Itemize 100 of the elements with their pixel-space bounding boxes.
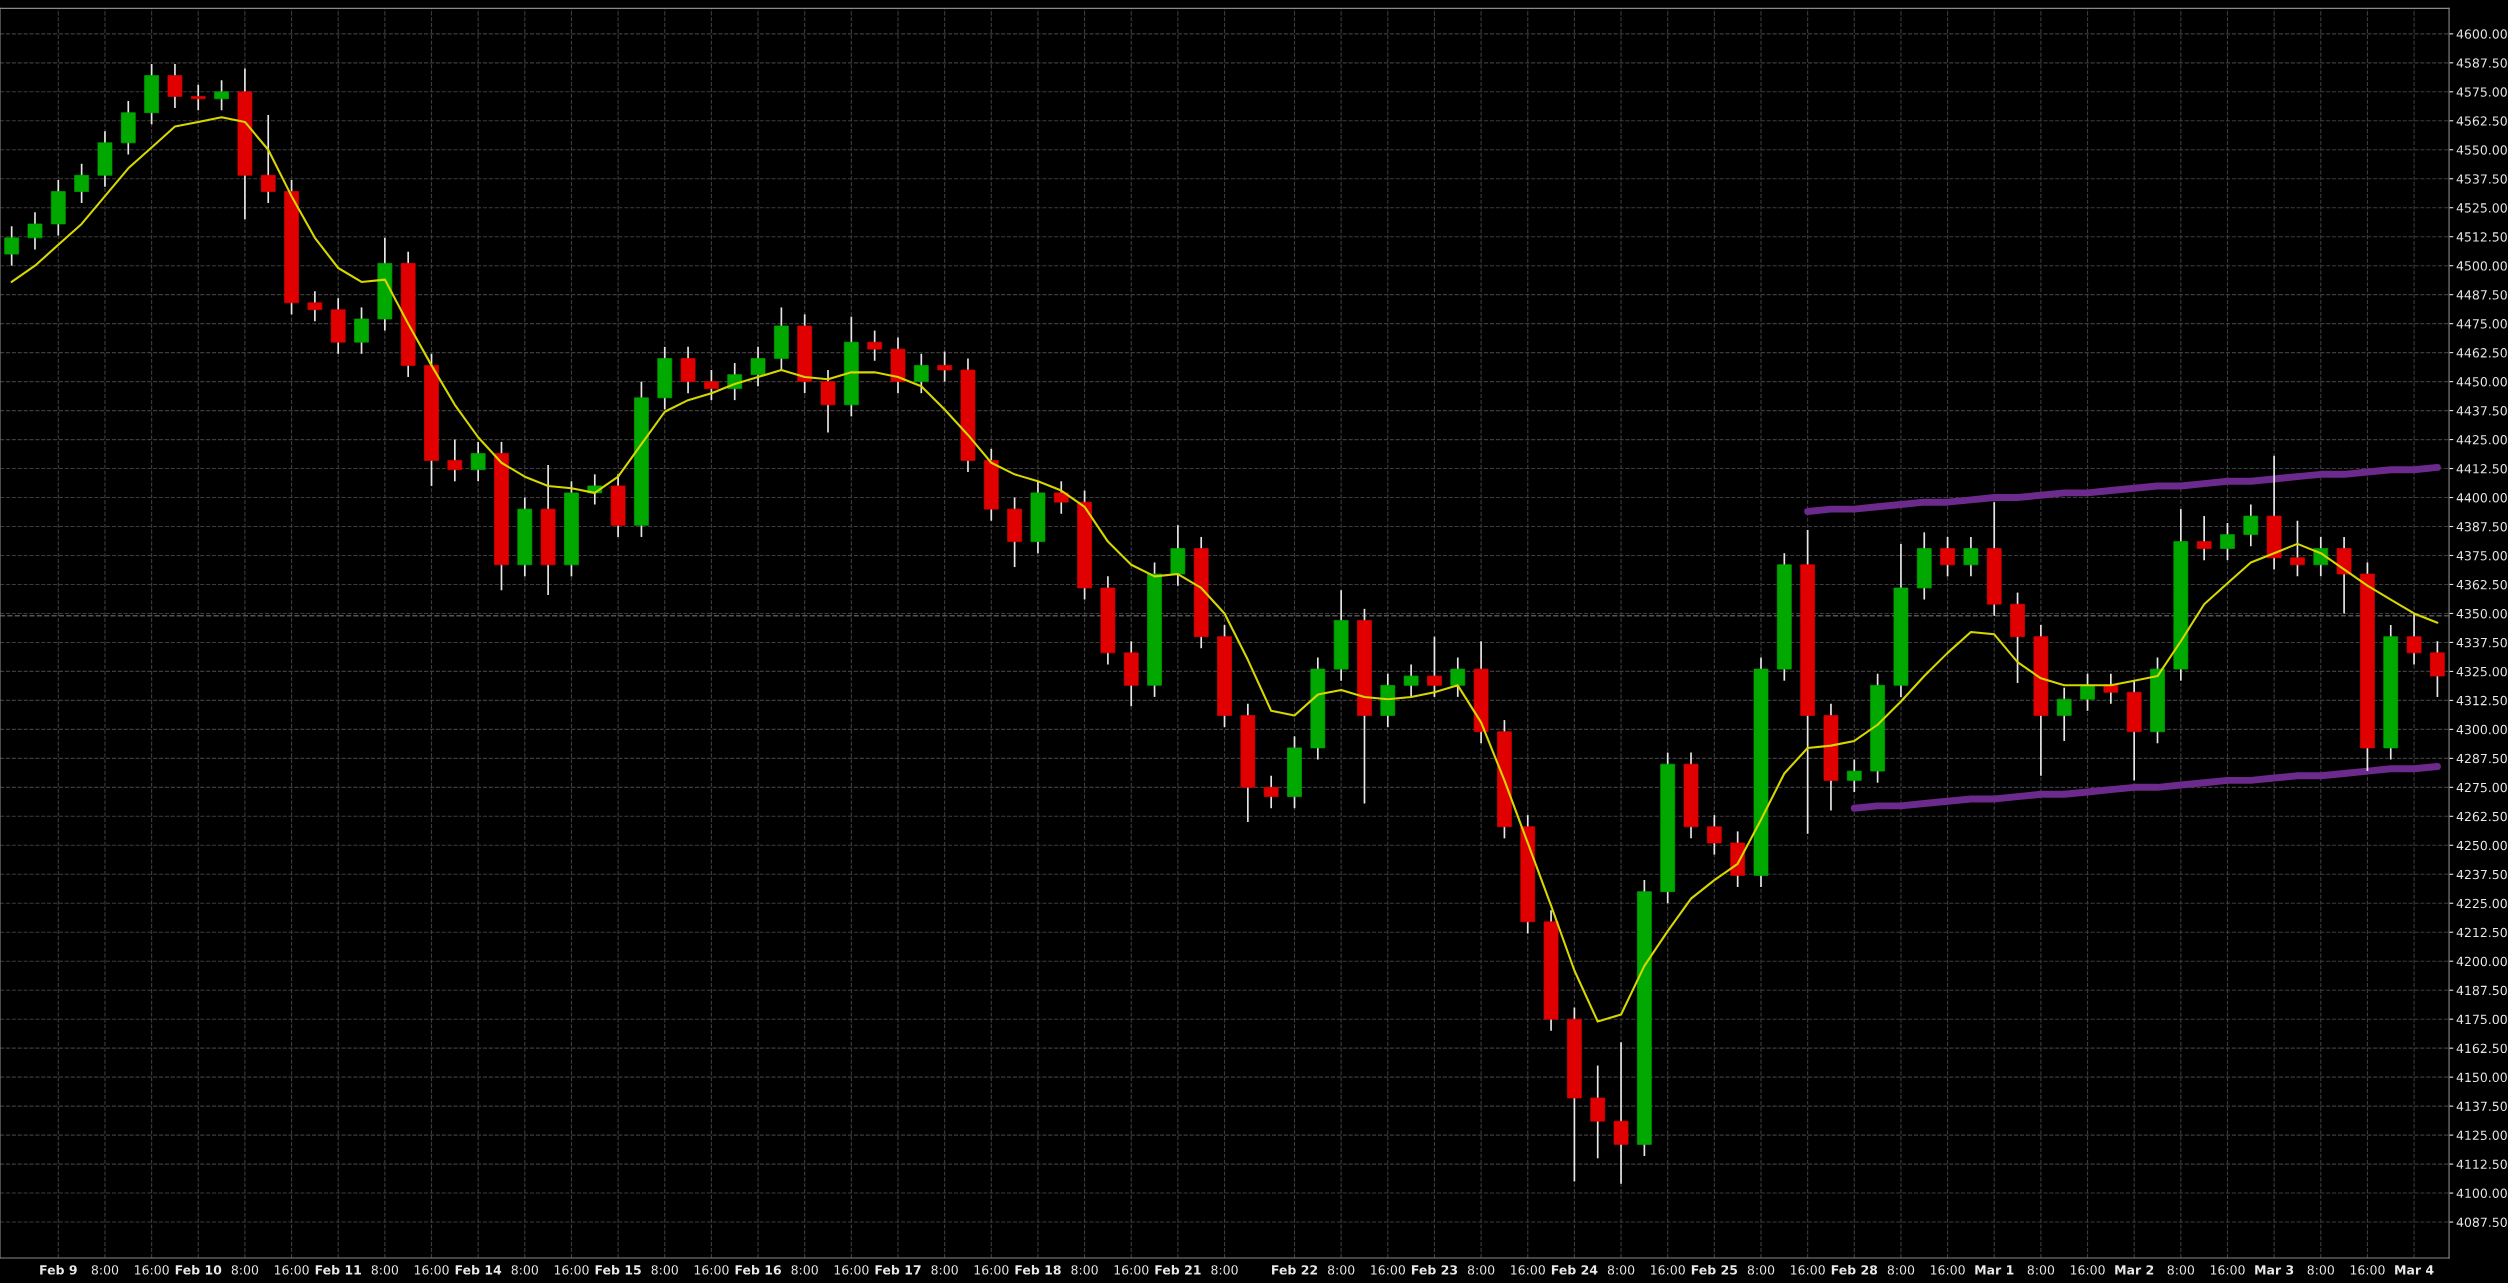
candlestick — [214, 79, 229, 112]
candlestick — [1963, 536, 1979, 578]
x-tick-label: Feb 10 — [175, 1264, 222, 1275]
y-tick-label: 4325.00 — [2456, 666, 2507, 677]
y-tick-label: 4250.00 — [2456, 840, 2507, 851]
candlestick — [1053, 480, 1069, 515]
y-tick-label: 4437.50 — [2456, 406, 2507, 416]
x-tick-label: 8:00 — [1887, 1265, 1915, 1275]
candlestick — [1846, 758, 1862, 793]
candlestick — [2080, 672, 2095, 712]
x-tick-label: Mar 1 — [1975, 1265, 2014, 1275]
x-tick-label: Mar 3 — [2255, 1265, 2294, 1275]
y-tick-label: 4587.50 — [2456, 58, 2507, 68]
y-tick-label: 4537.50 — [2456, 174, 2507, 184]
y-tick-label: 4462.50 — [2456, 348, 2507, 358]
candlestick — [307, 290, 323, 323]
x-tick-label: Feb 28 — [1831, 1264, 1878, 1275]
x-tick-label: 8:00 — [2307, 1265, 2334, 1275]
candlestick — [1263, 774, 1279, 810]
x-tick-label: 16:00 — [694, 1265, 729, 1275]
x-tick-label: 8:00 — [511, 1265, 538, 1275]
candlestick — [260, 114, 276, 204]
x-tick-label: 16:00 — [1114, 1265, 1149, 1275]
y-tick-label: 4512.50 — [2456, 232, 2507, 242]
y-tick-label: 4350.00 — [2456, 608, 2507, 619]
y-tick-label: 4475.00 — [2456, 319, 2507, 329]
y-tick-label: 4112.50 — [2456, 1159, 2507, 1170]
y-tick-label: 4125.00 — [2456, 1130, 2507, 1141]
x-tick-label: 16:00 — [834, 1265, 869, 1275]
y-tick-label: 4312.50 — [2456, 695, 2507, 706]
candlestick — [1427, 635, 1442, 698]
x-tick-label: 8:00 — [1607, 1265, 1635, 1275]
x-tick-label: Feb 21 — [1155, 1264, 1201, 1275]
y-tick-label: 4087.50 — [2456, 1217, 2507, 1227]
x-tick-label: 16:00 — [134, 1265, 169, 1275]
x-tick-label: 8:00 — [1211, 1265, 1238, 1275]
x-tick-label: 8:00 — [2167, 1265, 2195, 1275]
candlestick — [2406, 612, 2422, 666]
y-tick-label: 4450.00 — [2456, 377, 2507, 387]
x-tick-label: 8:00 — [91, 1265, 119, 1275]
x-tick-label: 8:00 — [231, 1265, 259, 1275]
candlestick — [1403, 663, 1419, 698]
candlestick — [1940, 536, 1955, 578]
candlestick — [867, 329, 883, 362]
candlestick — [167, 63, 183, 109]
candlestick — [2243, 503, 2259, 548]
x-tick-label: 8:00 — [931, 1265, 958, 1275]
x-tick-label: Feb 11 — [315, 1264, 361, 1275]
y-tick-label: 4287.50 — [2456, 753, 2507, 764]
candlestick — [447, 438, 463, 483]
x-tick-label: 8:00 — [1071, 1265, 1098, 1275]
x-tick-label: 16:00 — [2350, 1265, 2385, 1275]
x-tick-label: 16:00 — [414, 1265, 449, 1275]
y-tick-label: 4550.00 — [2456, 145, 2507, 155]
x-tick-label: 16:00 — [974, 1265, 1009, 1275]
x-tick-label: 16:00 — [1791, 1265, 1825, 1275]
y-tick-label: 4100.00 — [2456, 1188, 2507, 1198]
x-tick-label: Feb 24 — [1551, 1264, 1598, 1275]
candlestick — [1590, 1064, 1606, 1160]
y-tick-label: 4225.00 — [2456, 898, 2507, 909]
line-series — [10, 116, 2439, 1023]
y-tick-label: 4187.50 — [2456, 985, 2507, 996]
x-tick-label: 16:00 — [274, 1265, 309, 1275]
x-tick-label: 16:00 — [1371, 1265, 1405, 1275]
x-tick-label: Feb 9 — [40, 1264, 77, 1275]
x-tick-label: Mar 2 — [2115, 1265, 2154, 1275]
y-tick-label: 4262.50 — [2456, 811, 2507, 822]
y-tick-label: 4575.00 — [2456, 87, 2507, 97]
candlestick — [937, 350, 952, 383]
y-tick-label: 4175.00 — [2456, 1014, 2507, 1025]
x-tick-label: 16:00 — [554, 1265, 589, 1275]
y-tick-label: 4525.00 — [2456, 203, 2507, 213]
candlestick — [2430, 640, 2445, 698]
x-tick-label: 16:00 — [1651, 1265, 1685, 1275]
y-tick-label: 4500.00 — [2456, 261, 2507, 271]
candlestick — [354, 306, 369, 355]
x-tick-label: 8:00 — [2027, 1265, 2055, 1275]
y-tick-label: 4150.00 — [2456, 1072, 2507, 1083]
x-tick-label: 8:00 — [651, 1265, 678, 1275]
candlestick — [1613, 1041, 1629, 1185]
y-tick-label: 4400.00 — [2456, 493, 2507, 503]
x-tick-label: Feb 15 — [595, 1264, 641, 1275]
y-tick-label: 4562.50 — [2456, 116, 2507, 126]
x-tick-label: 8:00 — [371, 1265, 399, 1275]
y-tick-label: 4137.50 — [2456, 1101, 2507, 1112]
y-tick-label: 4412.50 — [2456, 464, 2507, 474]
x-tick-label: Feb 18 — [1015, 1264, 1061, 1275]
y-tick-label: 4212.50 — [2456, 927, 2507, 938]
y-tick-label: 4275.00 — [2456, 782, 2507, 793]
x-tick-label: 16:00 — [1930, 1265, 1965, 1275]
candlestick — [704, 369, 719, 401]
x-tick-label: Feb 25 — [1691, 1264, 1738, 1275]
y-tick-label: 4200.00 — [2456, 956, 2507, 967]
x-tick-label: Feb 16 — [735, 1264, 781, 1275]
x-tick-label: Feb 23 — [1411, 1264, 1458, 1275]
candlestick — [4, 225, 20, 267]
candlestick — [27, 211, 43, 251]
candlestick — [2196, 515, 2212, 561]
y-tick-label: 4600.00 — [2456, 29, 2507, 39]
y-tick-label: 4487.50 — [2456, 290, 2507, 300]
